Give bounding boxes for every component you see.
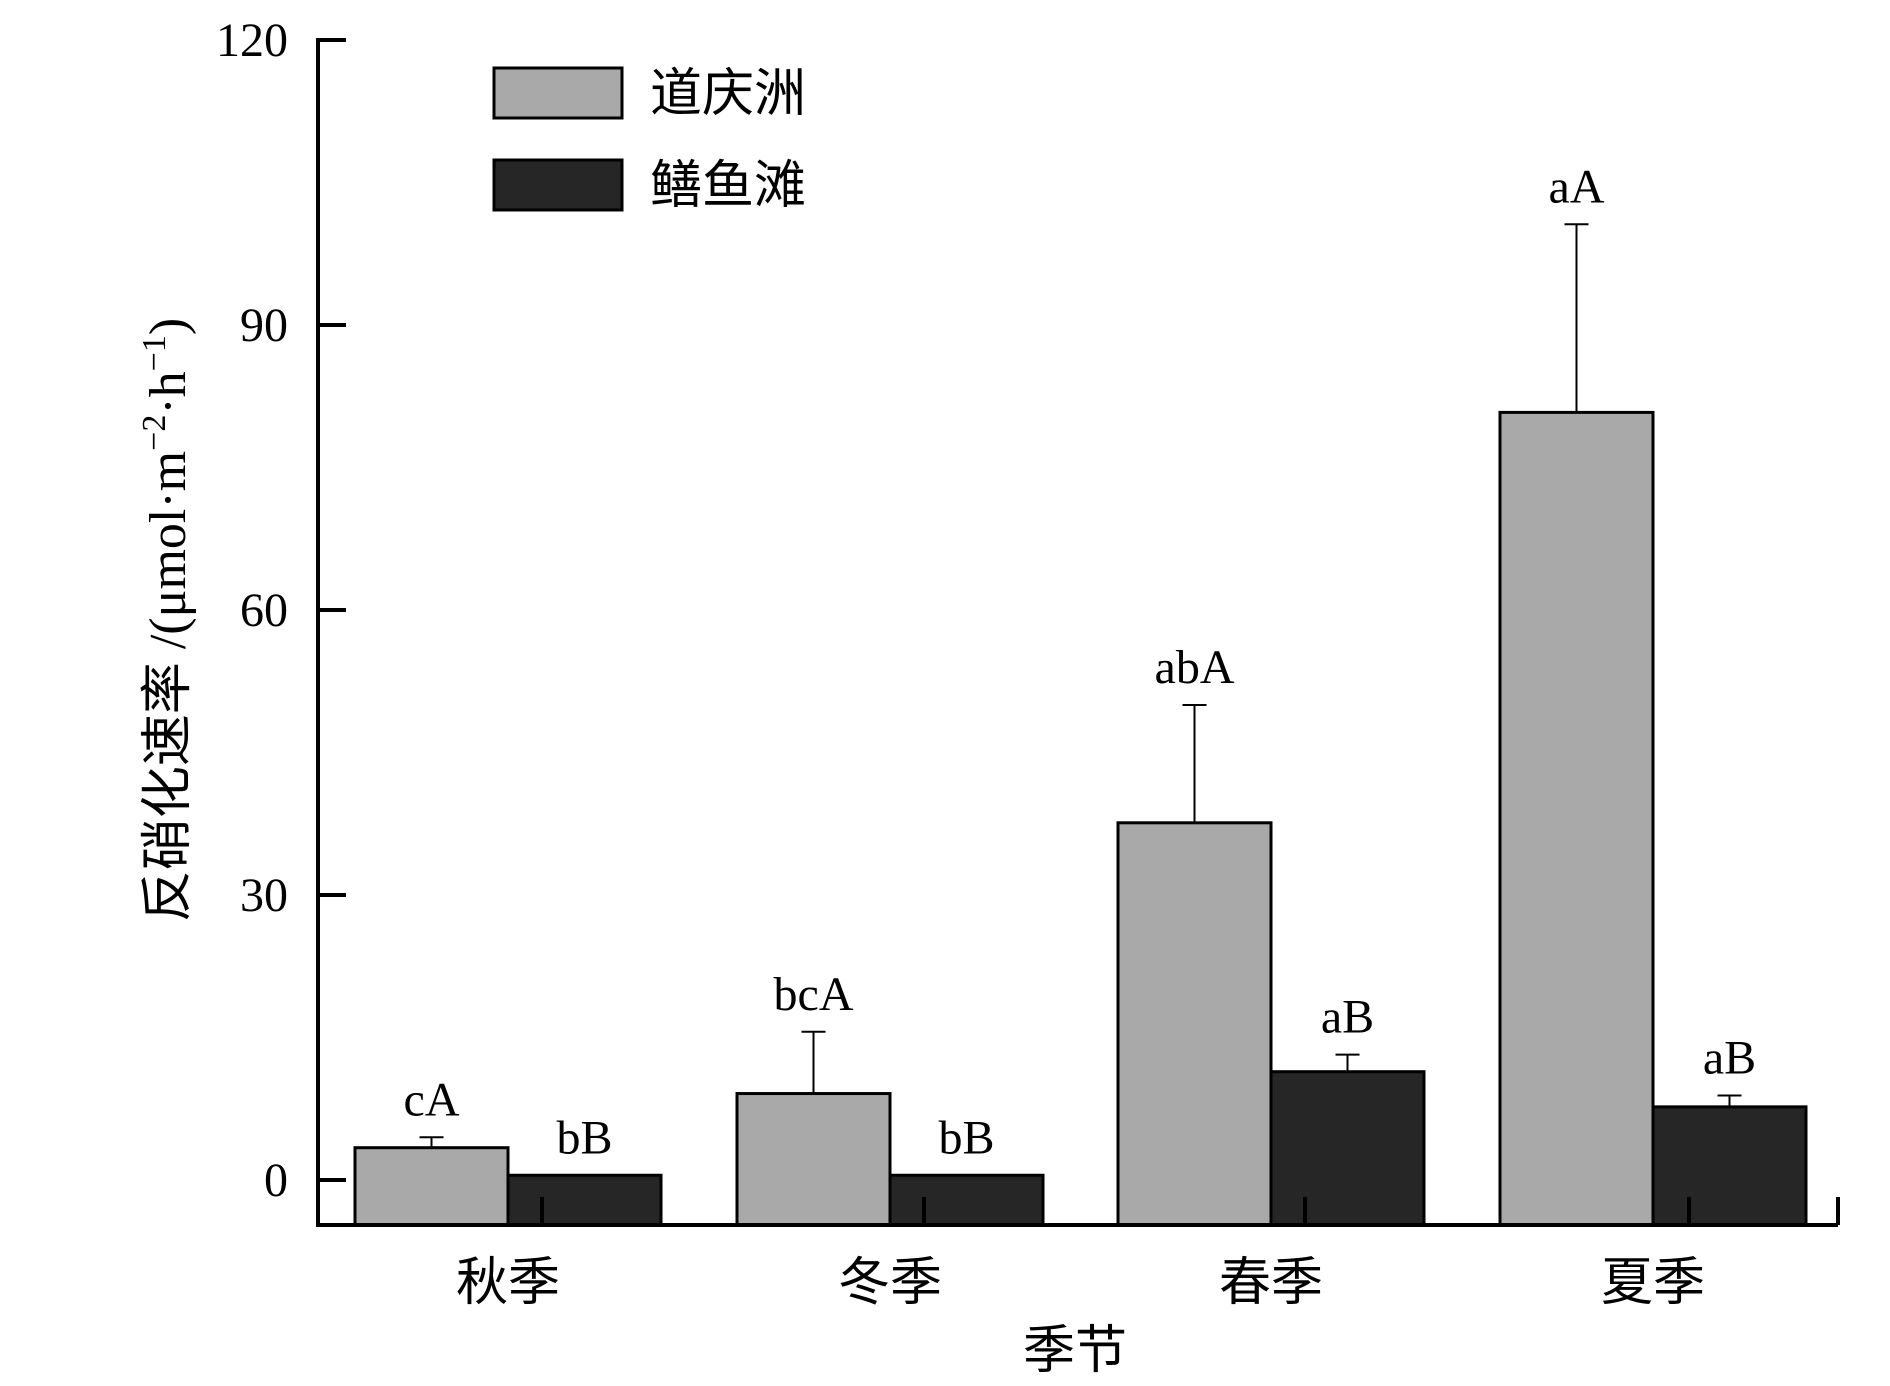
x-category-label: 春季 — [1219, 1255, 1323, 1312]
y-tick-label: 0 — [264, 1154, 288, 1207]
y-axis-title-sup1: −2 — [136, 415, 173, 451]
y-tick-label: 60 — [240, 584, 288, 637]
x-category-label: 秋季 — [456, 1255, 560, 1312]
error-bars-group — [419, 223, 1742, 1148]
significance-labels-group: cA bcA abA aA bB bB aB aB — [404, 160, 1757, 1164]
significance-label: aB — [1703, 1031, 1756, 1084]
bar-series2 — [888, 1173, 1045, 1227]
y-tick-label: 120 — [216, 14, 288, 67]
x-category-label: 夏季 — [1601, 1255, 1705, 1312]
x-axis: 秋季 冬季 春季 夏季 — [316, 1197, 1840, 1312]
significance-label: bB — [938, 1111, 994, 1164]
significance-label: bcA — [774, 968, 854, 1021]
y-axis: 0 30 60 90 120 — [216, 14, 346, 1225]
x-category-label: 冬季 — [838, 1255, 942, 1312]
legend-label: 道庆洲 — [650, 66, 806, 123]
legend-label: 鳝鱼滩 — [650, 158, 806, 215]
significance-label: aA — [1549, 160, 1605, 213]
x-axis-title: 季节 — [1023, 1323, 1127, 1380]
significance-label: abA — [1155, 641, 1235, 694]
bar-series1 — [1116, 821, 1273, 1227]
bar-series1 — [735, 1092, 892, 1227]
legend-swatch — [492, 66, 624, 120]
y-axis-title-end: ) — [140, 318, 197, 335]
y-axis-title-main: 反硝化速率 /(μmol·m — [140, 451, 197, 922]
significance-label: cA — [404, 1073, 460, 1126]
bar-series2 — [1269, 1070, 1426, 1227]
significance-label: bB — [556, 1111, 612, 1164]
y-axis-title-sup2: −1 — [136, 335, 173, 371]
legend-swatch — [492, 158, 624, 212]
bar-series1 — [353, 1146, 510, 1227]
y-tick-label: 30 — [240, 869, 288, 922]
y-tick-label: 90 — [240, 299, 288, 352]
bars-group — [353, 410, 1808, 1227]
y-axis-title-mid: ·h — [140, 371, 197, 414]
significance-label: aB — [1321, 991, 1374, 1044]
bar-series2 — [1651, 1105, 1808, 1227]
bar-series1 — [1498, 410, 1655, 1227]
y-axis-title: 反硝化速率 /(μmol·m−2·h−1) — [136, 318, 197, 922]
bar-series2 — [506, 1173, 663, 1227]
